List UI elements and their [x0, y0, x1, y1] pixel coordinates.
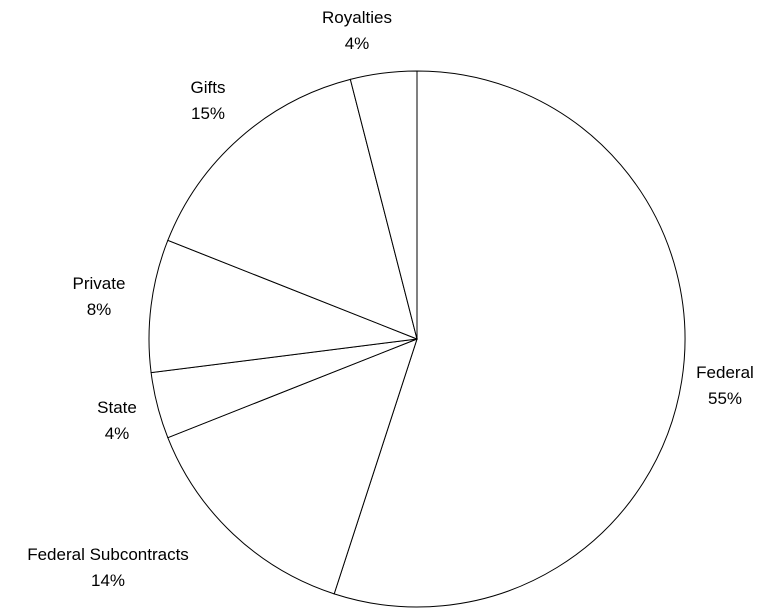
pie-slice-federal — [333, 70, 686, 608]
label-federal-subcontracts-name: Federal Subcontracts — [27, 545, 189, 564]
pie-slice-royalties — [349, 70, 418, 340]
label-private-name: Private — [73, 274, 126, 293]
pie-slice-federal-subcontracts — [167, 338, 418, 595]
label-state-pct: 4% — [105, 424, 130, 443]
label-royalties-name: Royalties — [322, 8, 392, 27]
pie-slice-private — [148, 239, 418, 374]
pie-labels: Federal 55% Federal Subcontracts 14% Sta… — [27, 8, 754, 590]
pie-slice-gifts — [167, 78, 418, 340]
label-royalties-pct: 4% — [345, 34, 370, 53]
label-federal-name: Federal — [696, 363, 754, 382]
label-gifts-name: Gifts — [191, 78, 226, 97]
pie-slices — [148, 70, 686, 608]
label-state-name: State — [97, 398, 137, 417]
label-federal-subcontracts-pct: 14% — [91, 571, 125, 590]
label-private-pct: 8% — [87, 300, 112, 319]
label-federal-pct: 55% — [708, 389, 742, 408]
label-gifts-pct: 15% — [191, 104, 225, 123]
